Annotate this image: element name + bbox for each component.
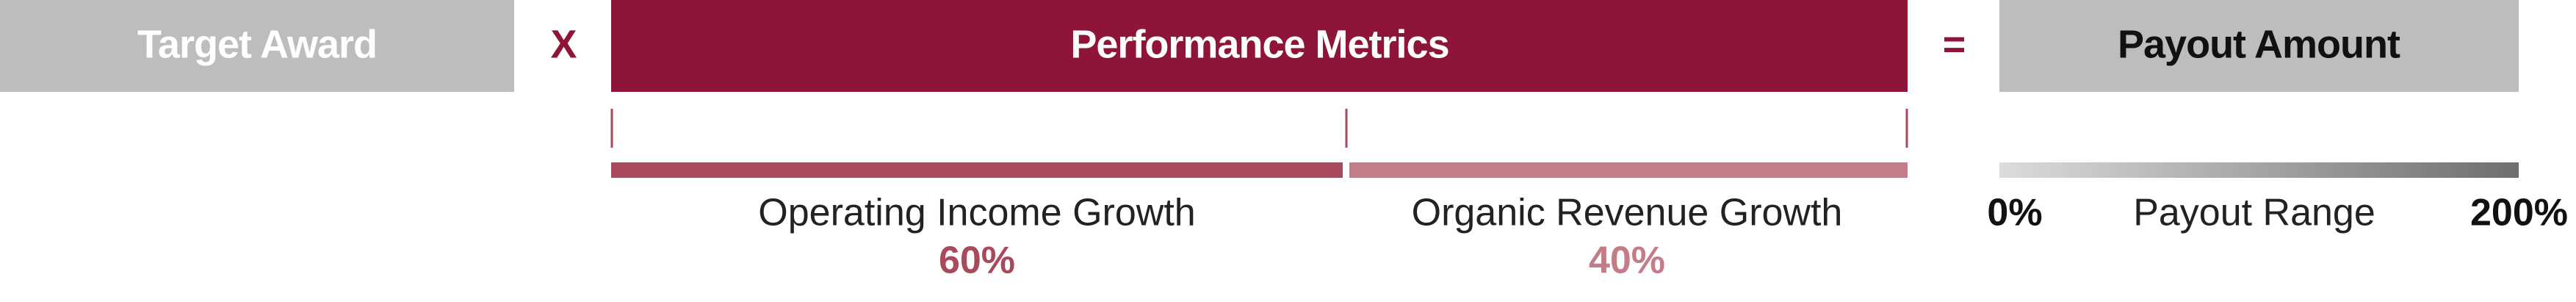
times-sign: X	[550, 22, 577, 66]
metric-bar	[611, 162, 1343, 178]
range-label: Payout Range	[2133, 192, 2375, 234]
metrics-box	[611, 0, 1908, 92]
target-box	[0, 0, 514, 92]
payout-gradient	[1999, 162, 2519, 178]
equals-sign: =	[1943, 22, 1966, 66]
range-max: 200%	[2470, 192, 2568, 234]
metric-bar	[1349, 162, 1908, 178]
metric-label: Organic Revenue Growth	[1412, 192, 1843, 234]
payout-box	[1999, 0, 2519, 92]
range-min: 0%	[1987, 192, 2042, 234]
metric-weight: 60%	[939, 240, 1015, 282]
metric-weight: 40%	[1589, 240, 1665, 282]
metric-label: Operating Income Growth	[758, 192, 1195, 234]
dividers	[610, 109, 1908, 148]
target-label: Target Award	[137, 22, 377, 66]
metrics-label: Performance Metrics	[1070, 22, 1448, 66]
payout-label: Payout Amount	[2118, 22, 2400, 66]
